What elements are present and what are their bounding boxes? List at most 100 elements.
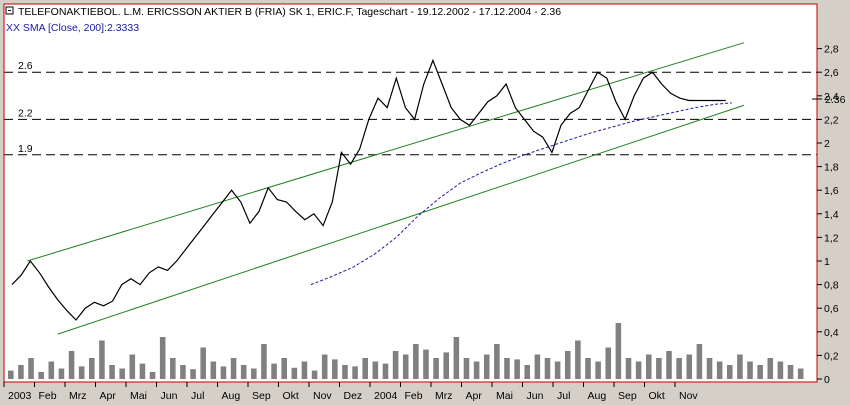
volume-bar [433, 358, 439, 379]
volume-bar [767, 358, 774, 379]
volume-bar [777, 361, 784, 379]
x-tick-label: Jun [161, 390, 178, 402]
x-tick-label: 2003 [8, 390, 32, 402]
volume-bar [706, 358, 713, 379]
x-tick-label: Dez [344, 390, 363, 402]
volume-bar [737, 354, 743, 379]
volume-bar [635, 361, 642, 379]
volume-bar [139, 363, 146, 379]
y-tick-label: 2 [824, 138, 830, 150]
y-tick-label: 1 [824, 256, 830, 268]
volume-bar [392, 351, 399, 379]
volume-bar [605, 347, 612, 379]
x-tick-label: Mai [130, 390, 147, 402]
volume-bar [514, 359, 520, 379]
volume-bar [534, 354, 541, 379]
volume-bar [463, 358, 470, 379]
x-tick-label: Apr [466, 390, 483, 402]
volume-bar [494, 344, 500, 379]
volume-bar [68, 351, 75, 379]
volume-bar [240, 365, 247, 379]
x-tick-label: Jul [557, 390, 570, 402]
x-tick-label: Nov [313, 390, 332, 402]
volume-bar [48, 361, 55, 379]
sma-legend: XX SMA [Close, 200]:2.3333 [6, 22, 139, 34]
x-tick-label: Apr [100, 390, 117, 402]
volume-bar [220, 366, 227, 379]
x-tick-label: Jul [191, 390, 204, 402]
volume-bar [726, 365, 733, 379]
volume-bar [504, 358, 510, 379]
volume-bar [453, 337, 460, 379]
x-axis: 2003 Feb Mrz Apr Mai Jun Jul Aug Sep Okt Nov Dez 200… [3, 382, 698, 402]
x-tick-label: Mrz [435, 390, 453, 402]
y-tick-label: 0 [824, 374, 830, 386]
volume-bar [413, 344, 419, 379]
volume-bar [271, 363, 277, 379]
volume-bar [342, 365, 348, 379]
volume-bar [190, 369, 196, 379]
volume-bar [564, 351, 571, 379]
y-tick-label: 1,8 [824, 162, 839, 174]
volume-bar [443, 352, 450, 379]
volume-bar [757, 365, 763, 379]
x-tick-label: Okt [283, 390, 299, 402]
y-tick-label: 2,8 [824, 44, 839, 56]
volume-bar [787, 365, 794, 379]
level-label-0: 2.6 [18, 60, 33, 72]
volume-bar [666, 351, 672, 379]
volume-bar [676, 358, 682, 379]
x-tick-label: Nov [679, 390, 698, 402]
y-tick-label: 0,2 [824, 350, 839, 362]
chart-title: TELEFONAKTIEBOL. L.M. ERICSSON AKTIER B … [18, 6, 561, 18]
plot-area [4, 4, 817, 382]
level-label-1: 2.2 [18, 107, 33, 119]
volume-bar [38, 372, 44, 379]
x-tick-label: Sep [618, 390, 637, 402]
volume-bar [352, 366, 358, 379]
volume-bar [8, 370, 14, 379]
volume-bar [210, 361, 217, 379]
volume-bar [89, 358, 95, 379]
volume-bar [473, 361, 480, 379]
x-tick-label: Sep [252, 390, 271, 402]
volume-bar [797, 368, 804, 379]
volume-bar [595, 361, 601, 379]
volume-bar [585, 358, 591, 379]
volume-bar [28, 358, 34, 379]
y-tick-label: 0,4 [824, 327, 839, 339]
volume-bar [251, 368, 257, 379]
y-tick-label: 2,2 [824, 114, 839, 126]
volume-bar [372, 361, 379, 379]
y-tick-label: 2,6 [824, 67, 839, 79]
volume-bar [170, 358, 176, 379]
channel-line-0 [27, 42, 745, 262]
y-tick-label: 0,6 [824, 303, 839, 315]
volume-bar [483, 354, 490, 379]
volume-bar [656, 358, 662, 379]
volume-bar [261, 344, 267, 379]
volume-bar [686, 354, 693, 379]
volume-bar [645, 354, 652, 379]
volume-bar [696, 344, 703, 379]
trend-channel [27, 42, 745, 335]
volume-bar [119, 368, 125, 379]
x-tick-label: Mrz [69, 390, 87, 402]
volume-bar [159, 337, 166, 379]
horizontal-levels: 2.6 2.2 1.9 [4, 60, 817, 156]
x-tick-label: Feb [39, 390, 57, 402]
volume-bar [554, 361, 561, 379]
volume-bar [615, 323, 622, 379]
x-tick-label: Okt [649, 390, 665, 402]
volume-bar [281, 358, 287, 379]
volume-bar [301, 361, 308, 379]
volume-bar [291, 367, 298, 379]
x-tick-label: 2004 [374, 390, 398, 402]
volume-bar [99, 340, 105, 379]
volume-bar [78, 366, 85, 379]
volume-bar [332, 359, 338, 379]
x-tick-label: Mai [496, 390, 513, 402]
volume-bar [200, 347, 206, 379]
